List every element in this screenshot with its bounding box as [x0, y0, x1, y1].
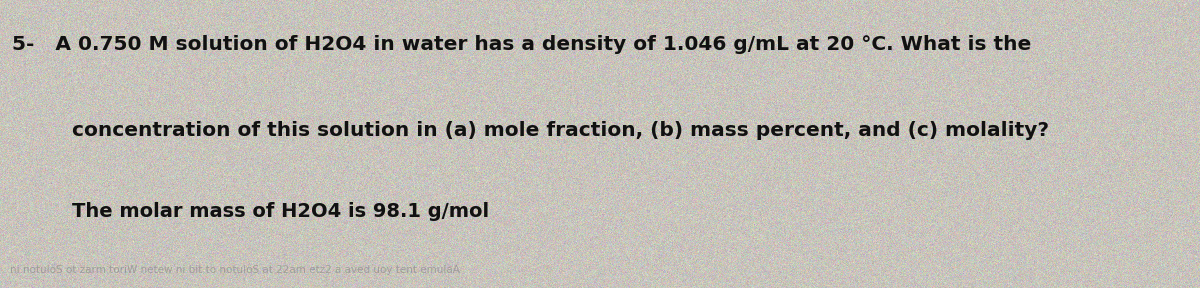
Text: concentration of this solution in (a) mole fraction, (b) mass percent, and (c) m: concentration of this solution in (a) mo… — [72, 121, 1049, 140]
Text: ni notuloS ot zarm toriW netew ni bit to notuloS at 22am etz2 a aved uoy tent em: ni notuloS ot zarm toriW netew ni bit to… — [10, 265, 460, 275]
Text: 5-   A 0.750 M solution of H2O4 in water has a density of 1.046 g/mL at 20 °C. W: 5- A 0.750 M solution of H2O4 in water h… — [12, 35, 1031, 54]
Text: The molar mass of H2O4 is 98.1 g/mol: The molar mass of H2O4 is 98.1 g/mol — [72, 202, 490, 221]
